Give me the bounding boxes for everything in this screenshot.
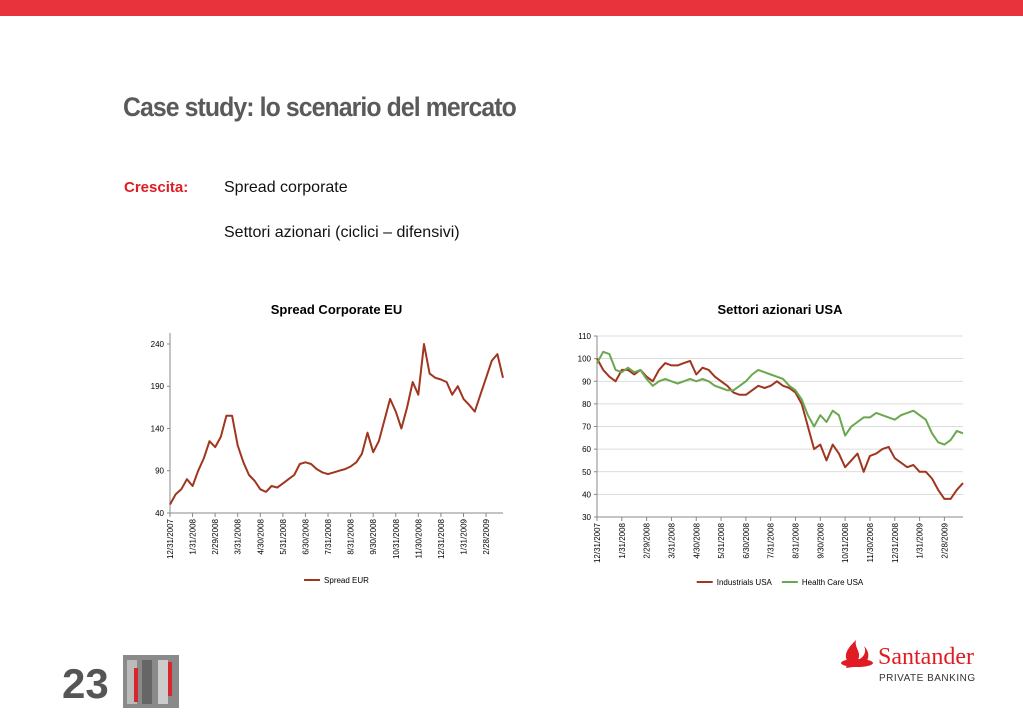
series-line	[596, 350, 964, 446]
slide-title: Case study: lo scenario del mercato	[123, 93, 516, 122]
y-tick-label: 190	[151, 382, 165, 391]
y-tick-label: 90	[155, 467, 164, 476]
x-tick-label: 2/29/2008	[643, 522, 652, 558]
bullet-text: Settori azionari (ciclici – difensivi)	[224, 224, 460, 241]
x-tick-label: 7/31/2008	[767, 522, 776, 558]
x-tick-label: 2/29/2008	[211, 518, 220, 554]
x-tick-label: 12/31/2008	[891, 522, 900, 563]
legend-label: Health Care USA	[802, 578, 864, 587]
y-tick-label: 100	[578, 355, 592, 364]
x-tick-label: 10/31/2008	[392, 518, 401, 559]
series-line	[169, 343, 504, 505]
x-tick-label: 3/31/2008	[234, 518, 243, 554]
photo	[123, 655, 179, 708]
x-tick-label: 12/31/2007	[166, 518, 175, 559]
y-tick-label: 70	[582, 423, 591, 432]
y-tick-label: 50	[582, 468, 591, 477]
brand-subtitle: PRIVATE BANKING	[879, 673, 976, 684]
chart-title: Settori azionari USA	[718, 302, 844, 317]
y-tick-label: 240	[151, 340, 165, 349]
y-tick-label: 140	[151, 424, 165, 433]
x-tick-label: 5/31/2008	[279, 518, 288, 554]
x-tick-label: 2/28/2009	[940, 522, 949, 558]
y-tick-label: 110	[578, 332, 591, 341]
x-tick-label: 12/31/2008	[437, 518, 446, 559]
x-tick-label: 1/31/2008	[618, 522, 627, 558]
x-tick-label: 1/31/2009	[916, 522, 925, 558]
x-tick-label: 1/31/2009	[459, 518, 468, 554]
page-number: 23	[62, 660, 109, 707]
brand-logo	[841, 640, 873, 668]
bullet-text: Spread corporate	[224, 179, 348, 196]
y-tick-label: 40	[155, 509, 164, 518]
y-tick-label: 40	[582, 490, 591, 499]
x-tick-label: 6/30/2008	[301, 518, 310, 554]
x-tick-label: 6/30/2008	[742, 522, 751, 558]
x-tick-label: 1/31/2008	[189, 518, 198, 554]
x-tick-label: 4/30/2008	[692, 522, 701, 558]
x-tick-label: 7/31/2008	[324, 518, 333, 554]
legend-label: Industrials USA	[717, 578, 773, 587]
x-tick-label: 11/30/2008	[414, 518, 423, 558]
y-tick-label: 90	[582, 377, 591, 386]
legend-label: Spread EUR	[324, 576, 369, 585]
x-tick-label: 5/31/2008	[717, 522, 726, 558]
x-tick-label: 8/31/2008	[792, 522, 801, 558]
section-label: Crescita:	[124, 179, 188, 196]
x-tick-label: 12/31/2007	[593, 522, 602, 563]
y-tick-label: 60	[582, 445, 591, 454]
x-tick-label: 11/30/2008	[866, 522, 875, 562]
y-tick-label: 80	[582, 400, 591, 409]
x-tick-label: 9/30/2008	[816, 522, 825, 558]
x-tick-label: 10/31/2008	[841, 522, 850, 563]
x-tick-label: 9/30/2008	[369, 518, 378, 554]
series-line	[596, 358, 964, 500]
x-tick-label: 4/30/2008	[256, 518, 265, 554]
x-tick-label: 2/28/2009	[482, 518, 491, 554]
brand-name: Santander	[878, 644, 974, 670]
top-bar	[0, 0, 1023, 16]
chart-title: Spread Corporate EU	[271, 302, 402, 317]
x-tick-label: 8/31/2008	[347, 518, 356, 554]
x-tick-label: 3/31/2008	[667, 522, 676, 558]
y-tick-label: 30	[582, 513, 591, 522]
